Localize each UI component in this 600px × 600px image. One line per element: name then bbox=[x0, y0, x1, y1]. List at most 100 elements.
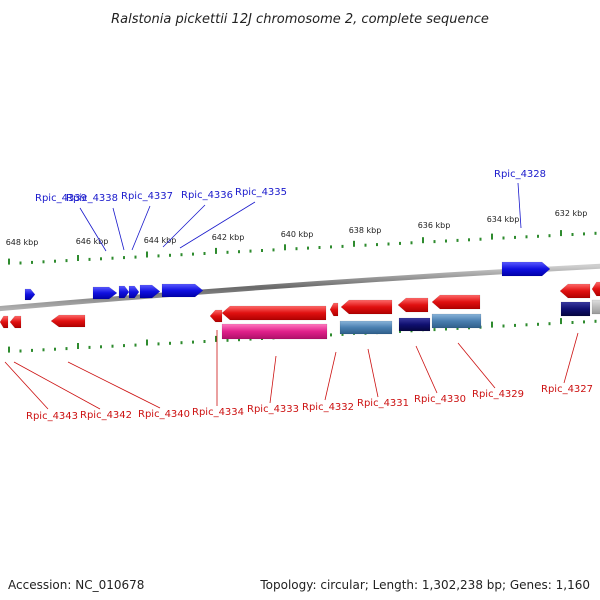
tick-mark-bottom bbox=[399, 329, 401, 333]
reverse-gene-arrow bbox=[559, 283, 591, 299]
forward-gene-arrow bbox=[118, 285, 130, 299]
tick-mark-top bbox=[77, 255, 79, 261]
forward-gene-arrow bbox=[128, 285, 140, 299]
tick-mark-bottom bbox=[433, 328, 436, 332]
tick-mark-top bbox=[65, 259, 68, 263]
tick-mark-bottom bbox=[31, 348, 33, 352]
forward-gene-arrow bbox=[501, 261, 551, 277]
gene-label-forward: Rpic_4337 bbox=[121, 191, 173, 202]
tick-label: 632 kbp bbox=[555, 209, 588, 218]
gene-label-reverse: Rpic_4332 bbox=[302, 402, 354, 413]
leader-line-bottom bbox=[67, 361, 161, 409]
tick-mark-top bbox=[330, 245, 332, 249]
forward-gene-arrow bbox=[24, 288, 36, 301]
tick-mark-bottom bbox=[157, 342, 160, 346]
tick-mark-bottom bbox=[54, 347, 56, 351]
leader-line-top bbox=[179, 201, 256, 249]
tick-mark-top bbox=[387, 242, 390, 246]
leader-line-bottom bbox=[269, 355, 277, 404]
leader-line-top bbox=[162, 204, 206, 248]
gene-label-forward: Rpic_4335 bbox=[235, 187, 287, 198]
tick-mark-top bbox=[42, 260, 45, 264]
tick-mark-top bbox=[341, 244, 344, 248]
tick-mark-top bbox=[146, 251, 148, 258]
tick-mark-top bbox=[31, 260, 33, 264]
gene-label-forward: Rpic_4336 bbox=[181, 190, 233, 201]
tick-mark-top bbox=[295, 247, 298, 251]
leader-line-bottom bbox=[457, 342, 496, 389]
gene-label-reverse: Rpic_4331 bbox=[357, 398, 409, 409]
tick-mark-top bbox=[203, 252, 206, 255]
tick-mark-top bbox=[502, 236, 505, 240]
tick-mark-bottom bbox=[111, 344, 114, 348]
reverse-gene-arrow bbox=[209, 309, 223, 323]
reverse-gene-arrow bbox=[0, 315, 9, 329]
reverse-gene-arrow bbox=[431, 294, 481, 310]
leader-line-bottom bbox=[563, 332, 579, 384]
tick-mark-bottom bbox=[226, 338, 229, 342]
tick-mark-top bbox=[54, 259, 56, 263]
reverse-gene-arrow bbox=[9, 315, 22, 329]
forward-gene-arrow bbox=[92, 286, 118, 300]
tick-mark-bottom bbox=[169, 341, 171, 345]
leader-line-bottom bbox=[415, 345, 438, 394]
tick-label: 636 kbp bbox=[418, 221, 451, 230]
tick-mark-bottom bbox=[445, 327, 447, 331]
reverse-gene-arrow bbox=[221, 305, 327, 321]
tick-mark-bottom bbox=[491, 321, 493, 328]
gene-label-forward: Rpic_4328 bbox=[494, 169, 546, 180]
forward-gene-arrow bbox=[139, 284, 161, 299]
tick-mark-bottom bbox=[77, 343, 79, 349]
tick-mark-top bbox=[422, 237, 424, 244]
rna-feature-block bbox=[591, 299, 600, 315]
tick-mark-bottom bbox=[42, 348, 45, 352]
reverse-gene-arrow bbox=[329, 302, 339, 317]
forward-gene-arrow bbox=[161, 283, 204, 298]
tick-mark-bottom bbox=[238, 338, 240, 342]
tick-mark-top bbox=[261, 249, 263, 252]
tick-label: 638 kbp bbox=[349, 226, 382, 235]
tick-label: 644 kbp bbox=[144, 236, 177, 245]
leader-line-bottom bbox=[13, 361, 101, 410]
tick-mark-top bbox=[318, 246, 321, 249]
tick-mark-top bbox=[364, 243, 367, 247]
tick-mark-top bbox=[410, 241, 413, 245]
gene-label-reverse: Rpic_4327 bbox=[541, 384, 593, 395]
tick-mark-top bbox=[514, 235, 516, 239]
tick-mark-top bbox=[226, 250, 229, 254]
tick-mark-top bbox=[491, 233, 493, 240]
leader-line-bottom bbox=[367, 348, 379, 398]
tick-mark-top bbox=[272, 248, 275, 252]
tick-mark-top bbox=[548, 234, 551, 238]
gene-label-forward: Rpic_4339 bbox=[35, 193, 87, 204]
tick-mark-top bbox=[8, 258, 10, 265]
rna-feature-block bbox=[398, 317, 431, 332]
tick-mark-top bbox=[192, 252, 194, 256]
tick-mark-top bbox=[560, 230, 562, 237]
tick-mark-top bbox=[537, 234, 539, 238]
tick-mark-bottom bbox=[192, 340, 194, 344]
tick-mark-bottom bbox=[8, 346, 10, 353]
tick-mark-bottom bbox=[180, 341, 183, 345]
reverse-gene-arrow bbox=[340, 299, 393, 315]
tick-mark-top bbox=[399, 241, 401, 245]
tick-mark-top bbox=[100, 257, 102, 261]
tick-mark-bottom bbox=[502, 324, 505, 328]
tick-mark-bottom bbox=[215, 335, 217, 342]
leader-line-top bbox=[517, 182, 522, 229]
tick-mark-bottom bbox=[19, 349, 22, 353]
tick-mark-top bbox=[249, 249, 252, 253]
gene-label-reverse: Rpic_4343 bbox=[26, 411, 78, 422]
gene-label-reverse: Rpic_4333 bbox=[247, 404, 299, 415]
tick-mark-top bbox=[169, 253, 171, 257]
tick-mark-top bbox=[215, 247, 217, 254]
tick-label: 642 kbp bbox=[212, 233, 245, 242]
tick-mark-bottom bbox=[525, 323, 528, 327]
tick-labels: 648 kbp 646 kbp 644 kbp 642 kbp 640 kbp 638 k… bbox=[6, 209, 588, 247]
tick-mark-bottom bbox=[65, 347, 68, 351]
tick-label: 648 kbp bbox=[6, 238, 39, 247]
map-title: Ralstonia pickettii 12J chromosome 2, co… bbox=[111, 12, 489, 27]
gene-features bbox=[0, 261, 600, 340]
tick-mark-top bbox=[525, 235, 528, 239]
